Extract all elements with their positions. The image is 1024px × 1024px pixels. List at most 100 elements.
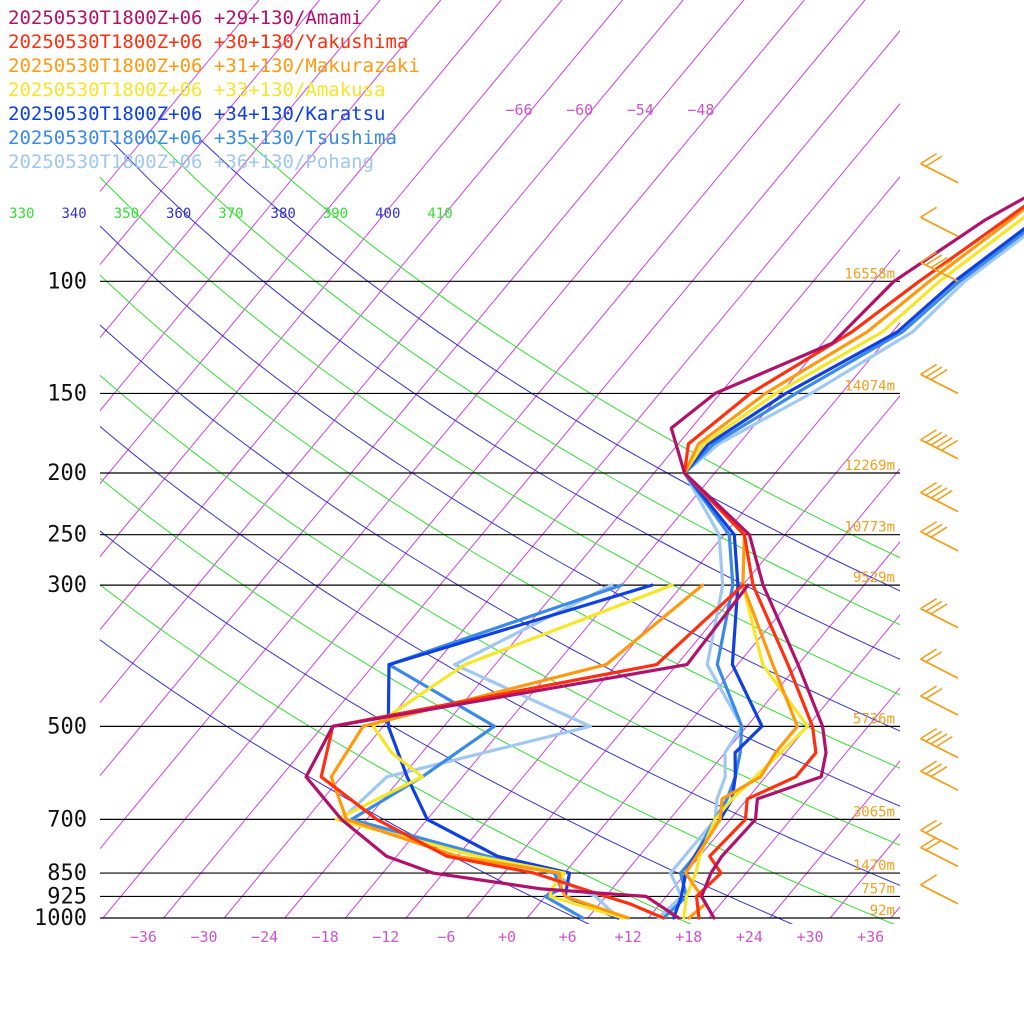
theta-label: 360 <box>166 206 191 222</box>
legend-entry: 20250530T1800Z+06 +36+130/Pohang <box>8 151 374 173</box>
isotherm-line <box>648 614 900 919</box>
wind-barb <box>920 429 959 460</box>
sounding-series <box>304 196 1024 920</box>
isotherm-line <box>102 0 866 919</box>
upper-isotherm-label: −54 <box>627 101 654 119</box>
legend-entry: 20250530T1800Z+06 +29+130/Amami <box>8 7 363 29</box>
height-label: 14074m <box>844 378 895 394</box>
wind-barb-flag <box>930 603 948 615</box>
wind-barb <box>920 251 959 283</box>
wind-barb-flag <box>920 363 937 376</box>
wind-barb <box>920 521 959 552</box>
wind-barb <box>920 597 959 629</box>
dewpoint-line <box>386 583 654 920</box>
wind-barb-flag <box>920 251 937 263</box>
wind-barb-staff <box>920 829 959 851</box>
wind-barb <box>920 760 959 792</box>
legend-entry: 20250530T1800Z+06 +31+130/Makurazaki <box>8 55 420 77</box>
wind-barb-flag <box>920 819 937 831</box>
pressure-tick-label: 1000 <box>34 906 87 931</box>
dry-adiabat-line <box>200 139 900 592</box>
wind-barb-flag <box>925 687 943 700</box>
wind-barb-flag <box>925 523 943 536</box>
wind-barb-staff <box>920 162 959 184</box>
wind-barb-flag <box>920 152 937 165</box>
pressure-tick-label: 700 <box>47 807 87 832</box>
dry-adiabat-line <box>100 530 794 924</box>
temperature-tick-label: −36 <box>130 928 157 946</box>
wind-barb-staff <box>920 737 959 759</box>
wind-barb-flag <box>925 600 943 613</box>
dry-adiabat-line <box>100 324 900 807</box>
wind-barb-flag <box>920 836 937 849</box>
pressure-tick-label: 200 <box>47 461 87 486</box>
dry-adiabat-line <box>100 584 692 924</box>
dewpoint-line <box>349 583 624 920</box>
temperature-line <box>682 204 1024 920</box>
wind-barb-flag <box>930 369 948 381</box>
wind-barb-flag <box>920 597 937 610</box>
wind-barb-flag <box>920 521 937 533</box>
isotherm-line <box>100 0 805 850</box>
wind-barb-flag <box>920 648 937 660</box>
temperature-tick-label: +6 <box>559 928 577 946</box>
pressure-tick-label: 150 <box>47 381 87 406</box>
height-label: 16558m <box>844 266 895 282</box>
theta-label: 390 <box>323 206 348 222</box>
height-label: 757m <box>861 881 895 897</box>
wind-barb-flag <box>920 760 937 772</box>
temperature-line <box>669 196 1024 920</box>
isotherm-line <box>587 541 900 919</box>
wind-barb-flag <box>930 487 948 499</box>
dewpoint-line <box>304 583 750 920</box>
upper-isotherm-label: −66 <box>506 101 533 119</box>
temperature-line <box>682 206 1024 920</box>
isotherm-line <box>100 0 623 631</box>
isotherm-line <box>1012 0 1024 918</box>
dry-adiabat-line <box>100 176 900 696</box>
temperature-tick-label: +24 <box>736 928 763 946</box>
wind-barb <box>920 874 959 905</box>
wind-barb <box>920 685 959 716</box>
dewpoint-line <box>329 583 705 920</box>
pressure-tick-label: 250 <box>47 523 87 548</box>
wind-barb-flag <box>930 256 948 269</box>
wind-barb-flag <box>930 765 948 778</box>
temperature-tick-label: +0 <box>498 928 516 946</box>
wind-barb-staff <box>920 695 959 716</box>
wind-barb-flag <box>925 366 943 378</box>
wind-barb-flag <box>941 439 958 452</box>
wind-barb-staff <box>920 530 959 552</box>
wind-barb-staff <box>920 770 959 792</box>
temperature-line <box>656 234 1024 920</box>
dry-adiabat-line <box>100 225 900 732</box>
wind-barb-flag <box>925 763 943 775</box>
wind-barb <box>920 727 959 759</box>
wind-barb-staff <box>920 216 959 238</box>
legend: 20250530T1800Z+06 +29+130/Amami 20250530T… <box>8 7 420 173</box>
dry-adiabat-line <box>100 425 900 886</box>
wind-barb-staff <box>920 658 959 679</box>
pressure-tick-label: 300 <box>47 573 87 598</box>
isotherm-line <box>345 249 900 919</box>
theta-label: 350 <box>114 206 139 222</box>
height-label: 12269m <box>844 458 895 474</box>
theta-label: 400 <box>375 206 400 222</box>
wind-barb-staff <box>920 491 959 513</box>
theta-label: 330 <box>9 206 34 222</box>
wind-barb-flag <box>920 429 937 441</box>
isotherm-line <box>466 395 900 919</box>
wind-barb-flag <box>925 651 943 663</box>
temperature-tick-label: −24 <box>251 928 278 946</box>
wind-barb-flag <box>935 259 953 271</box>
temperature-tick-label: +30 <box>796 928 823 946</box>
temperature-tick-label: +18 <box>675 928 702 946</box>
wind-barb-flag <box>930 434 948 446</box>
wind-barb-column <box>920 152 959 905</box>
isotherm-line <box>708 687 900 919</box>
dry-adiabat-line <box>100 274 900 769</box>
theta-label: 340 <box>61 206 86 222</box>
wind-barb <box>920 819 959 851</box>
wind-barb-flag <box>925 730 943 742</box>
